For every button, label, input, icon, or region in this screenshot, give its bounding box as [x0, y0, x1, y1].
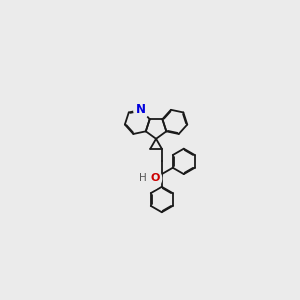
Text: O: O — [150, 173, 160, 184]
Text: N: N — [136, 103, 146, 116]
Text: H: H — [139, 173, 147, 184]
